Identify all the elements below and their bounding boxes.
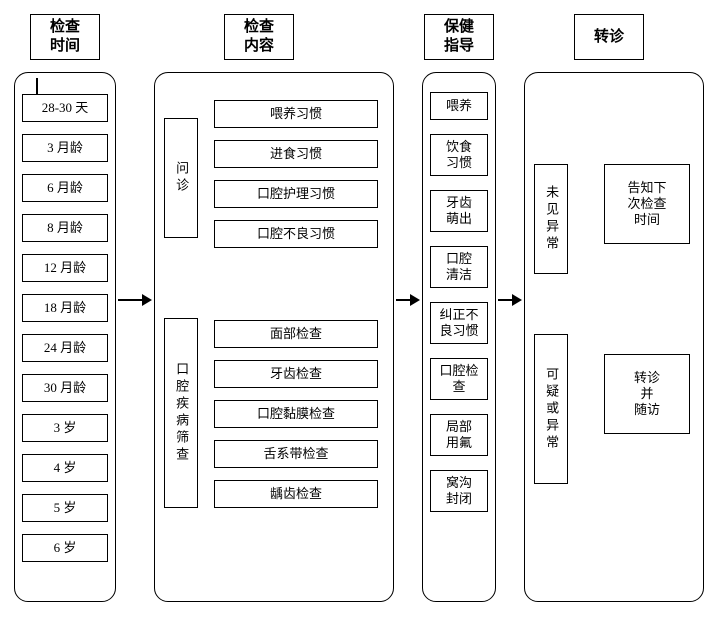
time-cell-label: 3 月龄 [47,140,83,156]
content-ask-cell: 进食习惯 [214,140,378,168]
content-ask-cell: 口腔不良习惯 [214,220,378,248]
content-screen-cell-label: 口腔黏膜检查 [257,406,335,422]
flow-diagram: 检查时间 检查内容 保健指导 转诊 28-30 天 3 月龄 6 月龄 8 月龄 12 … [14,14,705,605]
time-cell: 18 月龄 [22,294,108,322]
content-screen-cell: 口腔黏膜检查 [214,400,378,428]
content-ask-cell: 喂养习惯 [214,100,378,128]
time-cell-label: 5 岁 [54,500,77,516]
guide-cell: 口腔检查 [430,358,488,400]
guide-cell: 纠正不良习惯 [430,302,488,344]
header-guide: 保健指导 [424,14,494,60]
content-screen-cell-label: 龋齿检查 [270,486,322,502]
time-cell-label: 24 月龄 [44,340,86,356]
referral-abnormal-label: 可疑或异常 [543,367,559,452]
header-content-label: 检查内容 [244,18,274,56]
time-cell: 6 月龄 [22,174,108,202]
guide-cell: 饮食习惯 [430,134,488,176]
time-cell: 5 岁 [22,494,108,522]
header-content: 检查内容 [224,14,294,60]
guide-cell-label: 牙齿萌出 [446,195,472,228]
guide-cell-label: 饮食习惯 [446,139,472,172]
time-cell: 24 月龄 [22,334,108,362]
time-cell-label: 3 岁 [54,420,77,436]
header-guide-label: 保健指导 [444,18,474,56]
time-cell-label: 18 月龄 [44,300,86,316]
header-time: 检查时间 [30,14,100,60]
time-cell: 3 岁 [22,414,108,442]
referral-refer-label: 转诊并随访 [634,370,660,419]
content-screen-cell-label: 面部检查 [270,326,322,342]
time-cell-label: 6 月龄 [47,180,83,196]
guide-cell: 喂养 [430,92,488,120]
arrow-2 [396,294,420,306]
arrow-1 [118,294,152,306]
guide-cell-label: 局部用氟 [446,419,472,452]
content-screen-label-box: 口腔疾病筛查 [164,318,198,508]
time-cell: 6 岁 [22,534,108,562]
time-cell: 3 月龄 [22,134,108,162]
content-screen-cell: 面部检查 [214,320,378,348]
text-cursor [36,78,38,94]
guide-cell-label: 喂养 [446,98,472,114]
guide-cell-label: 窝沟封闭 [446,475,472,508]
content-screen-label: 口腔疾病筛查 [173,362,189,464]
guide-cell-label: 纠正不良习惯 [439,307,478,340]
referral-next-label: 告知下次检查时间 [627,180,666,229]
time-cell-label: 30 月龄 [44,380,86,396]
time-cell-label: 4 岁 [54,460,77,476]
guide-cell-label: 口腔检查 [439,363,478,396]
guide-cell: 口腔清洁 [430,246,488,288]
header-referral: 转诊 [574,14,644,60]
time-cell: 30 月龄 [22,374,108,402]
content-screen-cell-label: 牙齿检查 [270,366,322,382]
content-ask-cell-label: 口腔护理习惯 [257,186,335,202]
content-screen-cell: 牙齿检查 [214,360,378,388]
time-cell-label: 12 月龄 [44,260,86,276]
guide-cell: 牙齿萌出 [430,190,488,232]
time-cell-label: 6 岁 [54,540,77,556]
content-screen-cell: 舌系带检查 [214,440,378,468]
guide-cell: 局部用氟 [430,414,488,456]
header-referral-label: 转诊 [594,28,624,47]
referral-normal-label: 未见异常 [543,185,559,253]
content-ask-cell-label: 口腔不良习惯 [257,226,335,242]
content-screen-cell-label: 舌系带检查 [263,446,328,462]
content-ask-label-box: 问诊 [164,118,198,238]
time-cell: 28-30 天 [22,94,108,122]
time-cell: 12 月龄 [22,254,108,282]
content-screen-cell: 龋齿检查 [214,480,378,508]
content-ask-cell: 口腔护理习惯 [214,180,378,208]
content-ask-cell-label: 进食习惯 [270,146,322,162]
guide-cell-label: 口腔清洁 [446,251,472,284]
content-ask-cell-label: 喂养习惯 [270,106,322,122]
referral-abnormal-box: 可疑或异常 [534,334,568,484]
time-cell-label: 28-30 天 [42,100,89,116]
referral-normal-box: 未见异常 [534,164,568,274]
guide-cell: 窝沟封闭 [430,470,488,512]
arrow-3 [498,294,522,306]
referral-next-box: 告知下次检查时间 [604,164,690,244]
time-cell: 4 岁 [22,454,108,482]
referral-refer-box: 转诊并随访 [604,354,690,434]
header-time-label: 检查时间 [50,18,80,56]
content-ask-label: 问诊 [173,161,189,195]
time-cell: 8 月龄 [22,214,108,242]
time-cell-label: 8 月龄 [47,220,83,236]
